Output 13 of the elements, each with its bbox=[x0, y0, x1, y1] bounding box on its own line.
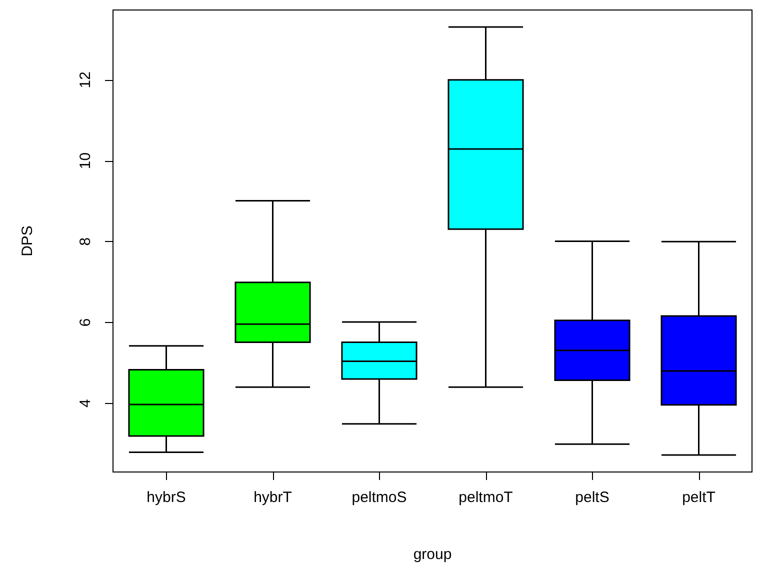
x-tick-label: hybrS bbox=[146, 489, 186, 506]
y-tick-label: 6 bbox=[77, 318, 94, 327]
y-axis-title: DPS bbox=[19, 226, 36, 256]
y-tick-label: 8 bbox=[77, 237, 94, 246]
x-axis-title: group bbox=[413, 546, 452, 563]
y-tick-label: 10 bbox=[77, 152, 94, 170]
y-tick-label: 4 bbox=[77, 399, 94, 408]
x-tick-label: peltS bbox=[575, 489, 610, 506]
x-tick-label: peltT bbox=[682, 489, 716, 506]
x-tick-label: peltmoT bbox=[458, 489, 513, 506]
x-tick-label: hybrT bbox=[254, 489, 292, 506]
y-tick-label: 12 bbox=[77, 72, 94, 88]
x-tick-label: peltmoS bbox=[352, 489, 407, 506]
